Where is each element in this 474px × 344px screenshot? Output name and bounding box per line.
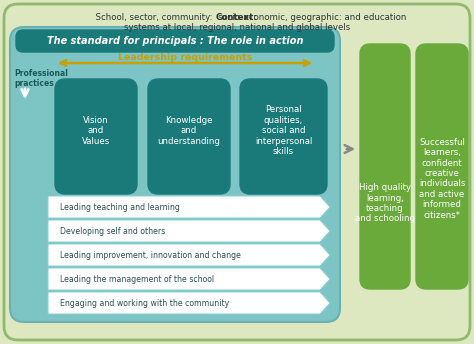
Text: Context:: Context: xyxy=(216,13,258,22)
FancyBboxPatch shape xyxy=(240,79,327,194)
Polygon shape xyxy=(48,220,330,242)
FancyBboxPatch shape xyxy=(16,30,334,52)
Text: Personal
qualities,
social and
interpersonal
skills: Personal qualities, social and interpers… xyxy=(255,106,312,156)
Text: Leading teaching and learning: Leading teaching and learning xyxy=(60,203,180,212)
FancyBboxPatch shape xyxy=(4,4,470,340)
Polygon shape xyxy=(48,196,330,218)
Text: Professional
practices: Professional practices xyxy=(14,69,68,88)
FancyBboxPatch shape xyxy=(55,79,137,194)
Text: Engaging and working with the community: Engaging and working with the community xyxy=(60,299,229,308)
Text: Knowledge
and
understanding: Knowledge and understanding xyxy=(157,116,220,146)
Polygon shape xyxy=(48,268,330,290)
Text: School, sector, community:  socio-economic, geographic: and education
systems at: School, sector, community: socio-economi… xyxy=(68,13,406,32)
Text: Successful
learners,
confident
creative
individuals
and active
informed
citizens: Successful learners, confident creative … xyxy=(419,138,465,220)
Text: Vision
and
Values: Vision and Values xyxy=(82,116,110,146)
FancyBboxPatch shape xyxy=(10,27,340,322)
FancyBboxPatch shape xyxy=(416,44,468,289)
Polygon shape xyxy=(48,244,330,266)
Polygon shape xyxy=(48,292,330,314)
FancyBboxPatch shape xyxy=(148,79,230,194)
Text: Leading improvement, innovation and change: Leading improvement, innovation and chan… xyxy=(60,250,241,259)
Text: High quality
learning,
teaching
and schooling: High quality learning, teaching and scho… xyxy=(355,183,415,223)
Text: The standard for principals : The role in action: The standard for principals : The role i… xyxy=(47,36,303,46)
FancyBboxPatch shape xyxy=(360,44,410,289)
Text: Leadership requirements: Leadership requirements xyxy=(118,53,252,62)
Text: Leading the management of the school: Leading the management of the school xyxy=(60,275,214,283)
Text: Developing self and others: Developing self and others xyxy=(60,226,165,236)
